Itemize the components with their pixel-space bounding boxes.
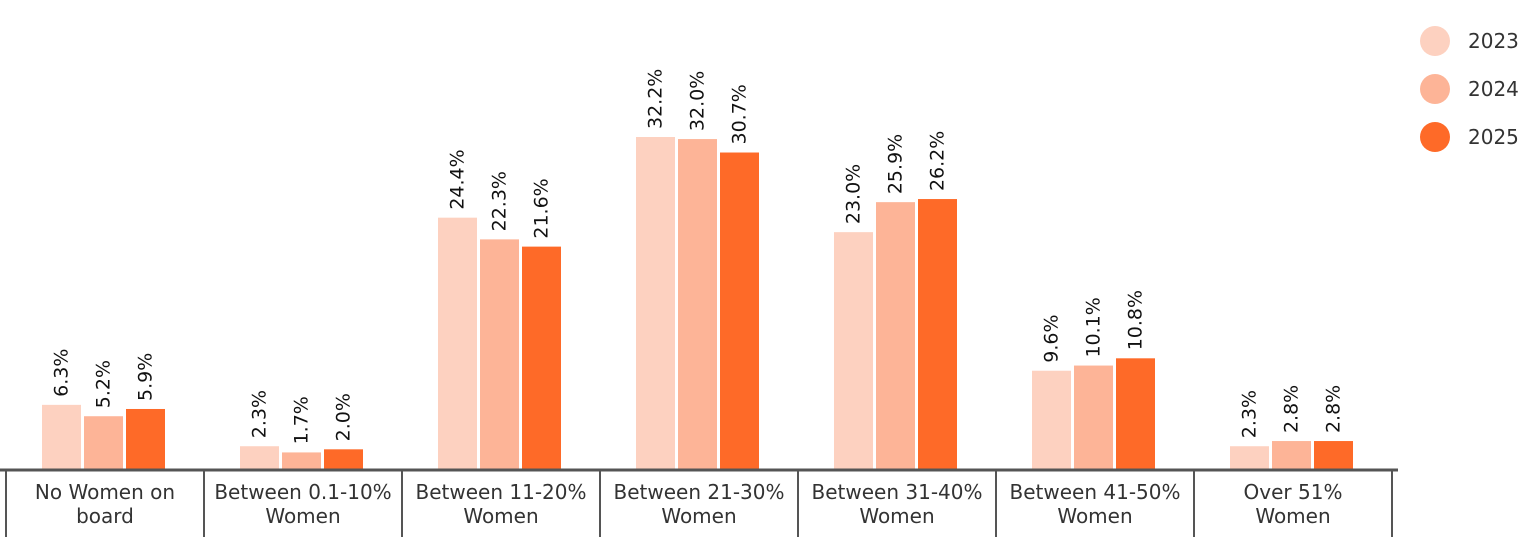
x-axis [0,468,1398,537]
bar-2025-2 [522,246,561,470]
value-label: 2.3% [1239,390,1261,438]
category-label: Between 41-50% [1010,480,1181,504]
value-label: 22.3% [489,171,511,231]
bar-2023-1 [240,446,279,470]
bar-2025-5 [1116,358,1155,470]
bar-2023-5 [1032,370,1071,470]
value-label: 9.6% [1041,314,1063,362]
category-label: Women [265,504,340,528]
value-label: 30.7% [729,84,751,144]
bar-2025-0 [126,408,165,470]
category-label: Women [1057,504,1132,528]
bar-2023-0 [42,404,81,470]
bar-2023-4 [834,232,873,470]
category-label: Between 21-30% [614,480,785,504]
legend-label-2024: 2024 [1468,77,1519,101]
value-labels-layer: 6.3% 2.3% 24.4% 32.2% 23.0% 9.6% 2.3% 5.2% 1.7% 2… [51,69,1345,445]
value-label: 5.9% [135,353,157,401]
bar-2023-3 [636,137,675,470]
value-label: 24.4% [447,149,469,209]
bar-2023-2 [438,217,477,470]
bar-2025-3 [720,152,759,470]
bar-2024-6 [1272,441,1311,470]
bar-2024-4 [876,202,915,471]
value-label: 6.3% [51,349,73,397]
legend-label-2023: 2023 [1468,29,1519,53]
legend: 2023 2024 2025 [1420,26,1519,152]
category-label: Women [1255,504,1330,528]
legend-swatch-2023 [1420,26,1450,56]
value-label: 26.2% [927,131,949,191]
value-label: 23.0% [843,164,865,224]
value-label: 32.2% [645,69,667,129]
value-label: 10.1% [1083,297,1105,357]
value-label: 25.9% [885,134,907,194]
bar-2025-1 [324,449,363,470]
category-label: Between 11-20% [416,480,587,504]
bar-2023-6 [1230,446,1269,470]
category-label: Between 0.1-10% [214,480,391,504]
bar-2025-4 [918,199,957,470]
value-label: 1.7% [291,396,313,444]
category-label: Between 31-40% [812,480,983,504]
value-label: 5.2% [93,360,115,408]
value-label: 32.0% [687,71,709,131]
value-label: 2.0% [333,393,355,441]
category-label: Women [661,504,736,528]
bar-2024-1 [282,452,321,470]
category-label: Over 51% [1244,480,1343,504]
legend-swatch-2024 [1420,74,1450,104]
bar-2024-2 [480,239,519,470]
bar-2024-3 [678,139,717,470]
value-label: 21.6% [531,178,553,238]
category-label: Women [463,504,538,528]
value-label: 2.3% [249,390,271,438]
value-label: 2.8% [1323,385,1345,433]
category-label: Women [859,504,934,528]
legend-label-2025: 2025 [1468,125,1519,149]
bar-2024-0 [84,416,123,470]
bars-layer [42,137,1353,471]
bar-2025-6 [1314,441,1353,470]
value-label: 2.8% [1281,385,1303,433]
value-label: 10.8% [1125,290,1147,350]
legend-swatch-2025 [1420,122,1450,152]
bar-2024-5 [1074,365,1113,470]
category-label: board [76,504,134,528]
category-label: No Women on [35,480,175,504]
